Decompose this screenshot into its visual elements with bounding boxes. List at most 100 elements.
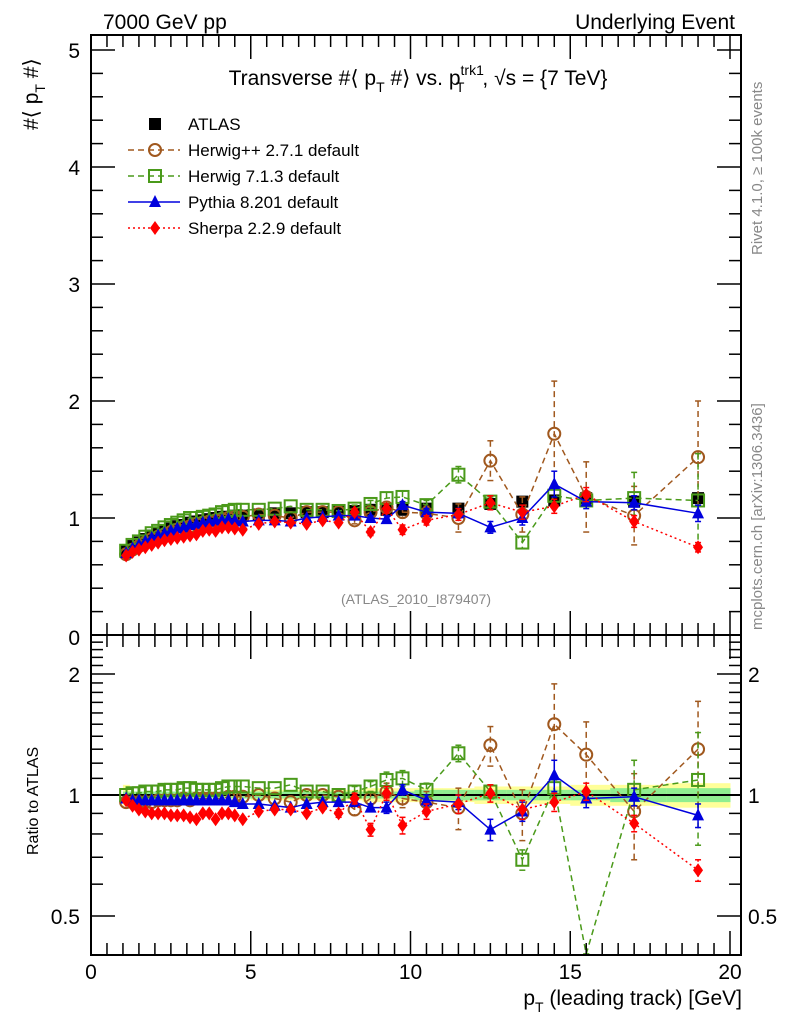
x-axis-label: pT (leading track) [GeV] (523, 987, 742, 1015)
ratio-sherpa-point (204, 806, 215, 821)
sherpa-point (253, 516, 264, 531)
main-plot-ticks (90, 35, 741, 636)
ratio-plot: 0.5 0.5 1 1 2 2 Ratio to ATLAS (25, 634, 777, 956)
ratio-sherpa-point (381, 786, 392, 801)
sherpa-point (285, 515, 296, 530)
ratio-sherpa-point (421, 804, 432, 819)
main-y-tick-labels: 1 2 3 4 5 0 (68, 40, 80, 650)
sherpa-point (204, 522, 215, 537)
ratio-herwig-point (227, 779, 242, 794)
herwig-point (451, 467, 466, 482)
main-plot-marks (119, 380, 706, 563)
legend-entry: Sherpa 2.2.9 default (128, 219, 341, 238)
sherpa-point (421, 513, 432, 528)
header-left: 7000 GeV pp (103, 11, 227, 34)
pythia-point (692, 506, 705, 519)
legend-label: Herwig 7.1.3 default (188, 167, 339, 186)
y-tick-label: 2 (68, 391, 80, 414)
ratio-sherpa-point (269, 802, 280, 817)
x-tick-label: 15 (559, 961, 582, 984)
ratio-sherpa-point (146, 806, 157, 821)
ratio-sherpa-point (629, 816, 640, 831)
y-tick-label: 3 (68, 274, 80, 297)
ratio-sherpa-point (133, 802, 144, 817)
analysis-id-annotation: (ATLAS_2010_I879407) (341, 591, 491, 607)
sherpa-point (581, 487, 592, 502)
ratio-sherpa-point (301, 806, 312, 821)
ratio-sherpa-point (349, 791, 360, 806)
sherpa-point (453, 507, 464, 522)
legend: ATLAS Herwig++ 2.7.1 default Herwig 7.1.3 … (128, 115, 359, 238)
pythia-point (548, 477, 561, 490)
x-tick-label: 0 (85, 961, 97, 984)
ratio-pythia-point (396, 782, 409, 795)
ratio-pythia-point (484, 822, 497, 835)
legend-label: Sherpa 2.2.9 default (188, 219, 341, 238)
pythia-point (396, 498, 409, 511)
sherpa-point (517, 505, 528, 520)
ratio-y-tick-label: 1 (68, 785, 80, 808)
ratio-sherpa-point (333, 806, 344, 821)
ratio-sherpa-point (693, 863, 704, 878)
ratio-herwigpppp-point (483, 738, 498, 753)
ratio-pythia-point (420, 793, 433, 806)
sherpa-point (223, 520, 234, 535)
pythia-point (628, 495, 641, 508)
ratio-y-tick-label-right: 0.5 (748, 906, 777, 929)
main-y-axis-label: #⟨ pT #⟩ (20, 58, 48, 130)
ratio-pythia-point (236, 796, 249, 809)
legend-entry: ATLAS (149, 115, 241, 134)
y-tick-label: 1 (68, 508, 80, 531)
header-right: Underlying Event (575, 11, 735, 34)
ratio-herwig-point (363, 779, 378, 794)
ratio-sherpa-point (172, 808, 183, 823)
herwigpppp-line (125, 431, 699, 555)
legend-label: ATLAS (188, 115, 241, 134)
legend-label: Pythia 8.201 default (188, 193, 339, 212)
ratio-sherpa-point (237, 812, 248, 827)
ratio-herwig-point (235, 779, 250, 794)
sherpa-point (165, 532, 176, 547)
ratio-herwig-point (451, 746, 466, 761)
sherpa-point (349, 505, 360, 520)
x-tick-label: 10 (399, 961, 422, 984)
ratio-pythia-point (380, 800, 393, 813)
sherpa-point (237, 522, 248, 537)
sherpa-point (185, 528, 196, 543)
legend-marker-icon (150, 221, 160, 235)
sherpa-point (365, 525, 376, 540)
ratio-herwig-point (267, 781, 282, 796)
ratio-herwig-point (515, 852, 530, 867)
sherpa-point (397, 522, 408, 537)
legend-entry: Pythia 8.201 default (128, 193, 339, 212)
y-tick-label: 0 (68, 627, 80, 650)
ratio-pythia-point (252, 796, 265, 809)
ratio-pythia-point (228, 795, 241, 808)
x-tick-label: 5 (245, 961, 257, 984)
herwigpppp-point (691, 450, 706, 465)
sherpa-point (159, 533, 170, 548)
sherpa-point (172, 530, 183, 545)
ratio-sherpa-point (197, 806, 208, 821)
pythia-point (484, 520, 497, 533)
ratio-y-tick-label-right: 1 (748, 785, 760, 808)
ratio-sherpa-point (397, 818, 408, 833)
legend-marker-icon (148, 143, 162, 157)
ratio-herwig-point (283, 777, 298, 792)
sherpa-point (629, 514, 640, 529)
main-plot-title: Transverse #⟨ pT #⟩ vs. ptrk1 T, √s = {7 … (229, 62, 608, 95)
ratio-y-tick-label-right: 2 (748, 664, 760, 687)
herwigpppp-point (547, 426, 562, 441)
sherpa-point (549, 499, 560, 514)
sherpa-point (121, 548, 132, 563)
ratio-sherpa-point (317, 800, 328, 815)
sherpa-point (197, 523, 208, 538)
sherpa-point (693, 540, 704, 555)
ratio-plot-marks (119, 683, 706, 955)
herwig-point (363, 496, 378, 511)
ratio-sherpa-point (210, 812, 221, 827)
legend-label: Herwig++ 2.7.1 default (188, 141, 359, 160)
sherpa-point (216, 520, 227, 535)
sherpa-point (229, 521, 240, 536)
